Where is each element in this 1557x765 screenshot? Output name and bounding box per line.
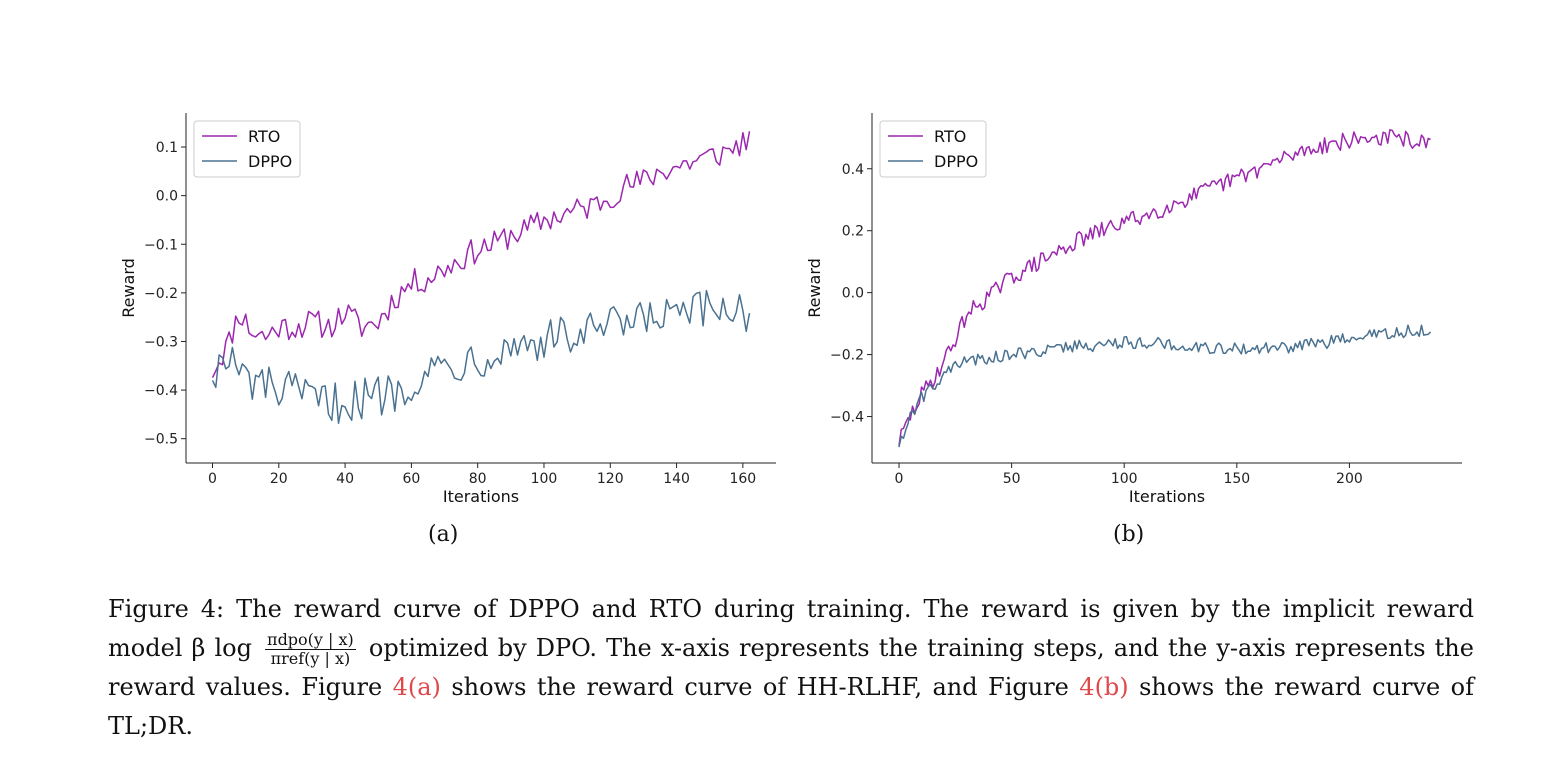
y-tick-label: 0.1	[156, 140, 178, 156]
y-tick-label: −0.2	[830, 348, 864, 364]
y-tick-label: −0.4	[144, 383, 178, 399]
y-tick-label: −0.1	[144, 237, 178, 253]
x-tick-label: 0	[895, 471, 904, 487]
chart-a-svg: 0 20 40 60 80 100 120 140 160 −0.5 −0.4 −0.3 −0.2 −0.…	[119, 113, 776, 506]
figure-ref-a[interactable]: 4(a)	[392, 673, 441, 701]
x-tick-label: 60	[402, 471, 420, 487]
x-tick-label: 150	[1223, 471, 1250, 487]
caption-text-2: optimized by DPO. The x-axis represents …	[108, 634, 1474, 701]
series-line-rto	[211, 131, 751, 379]
figure-caption: Figure 4: The reward curve of DPPO and R…	[108, 590, 1474, 746]
x-tick-label: 40	[336, 471, 354, 487]
caption-text-1: Figure 4: The reward curve of DPPO and R…	[108, 595, 1474, 662]
chart-a: 0 20 40 60 80 100 120 140 160 −0.5 −0.4 −0.3 −0.2 −0.…	[110, 95, 790, 515]
x-tick-label: 160	[729, 471, 756, 487]
x-tick-label: 100	[531, 471, 558, 487]
y-tick-label: −0.4	[830, 410, 864, 426]
legend-label-dppo: DPPO	[934, 152, 978, 171]
x-tick-label: 20	[270, 471, 288, 487]
series-line-rto	[898, 129, 1431, 446]
subcaption-b: (b)	[1113, 522, 1145, 547]
legend-label-rto: RTO	[248, 127, 280, 146]
chart-b-svg: 0 50 100 150 200 −0.4 −0.2 0.0 0.2 0.4 Iterations R…	[805, 113, 1462, 506]
y-tick-label: −0.5	[144, 432, 178, 448]
y-tick-label: −0.2	[144, 286, 178, 302]
fraction-denominator: πref(y | x)	[270, 649, 351, 668]
x-axis-label: Iterations	[443, 487, 519, 506]
x-tick-label: 140	[663, 471, 690, 487]
x-tick-label: 120	[597, 471, 624, 487]
figure-ref-b[interactable]: 4(b)	[1079, 673, 1129, 701]
y-tick-label: 0.0	[156, 189, 178, 205]
y-tick-label: 0.4	[842, 162, 864, 178]
caption-text-3: shows the reward curve of HH-RLHF, and F…	[451, 673, 1069, 701]
y-axis-label: Reward	[805, 258, 824, 318]
caption-fraction: πdpo(y | x) πref(y | x)	[265, 631, 356, 668]
y-axis-label: Reward	[119, 258, 138, 318]
y-tick-label: −0.3	[144, 334, 178, 350]
chart-b: 0 50 100 150 200 −0.4 −0.2 0.0 0.2 0.4 Iterations R…	[795, 95, 1485, 515]
x-tick-label: 50	[1003, 471, 1021, 487]
legend-label-dppo: DPPO	[248, 152, 292, 171]
legend-label-rto: RTO	[934, 127, 966, 146]
fraction-numerator: πdpo(y | x)	[265, 630, 356, 650]
x-tick-label: 100	[1111, 471, 1138, 487]
x-axis-label: Iterations	[1129, 487, 1205, 506]
x-tick-label: 0	[208, 471, 217, 487]
x-tick-label: 80	[469, 471, 487, 487]
subcaption-a: (a)	[428, 522, 459, 547]
series-line-dppo	[898, 324, 1432, 448]
series-line-dppo	[211, 289, 751, 424]
y-tick-label: 0.2	[842, 224, 864, 240]
caption-text-4: shows the reward curve of TL;DR.	[108, 673, 1474, 740]
legend-box	[193, 120, 301, 178]
y-tick-label: 0.0	[842, 286, 864, 302]
legend-box	[879, 120, 987, 178]
x-tick-label: 200	[1336, 471, 1363, 487]
